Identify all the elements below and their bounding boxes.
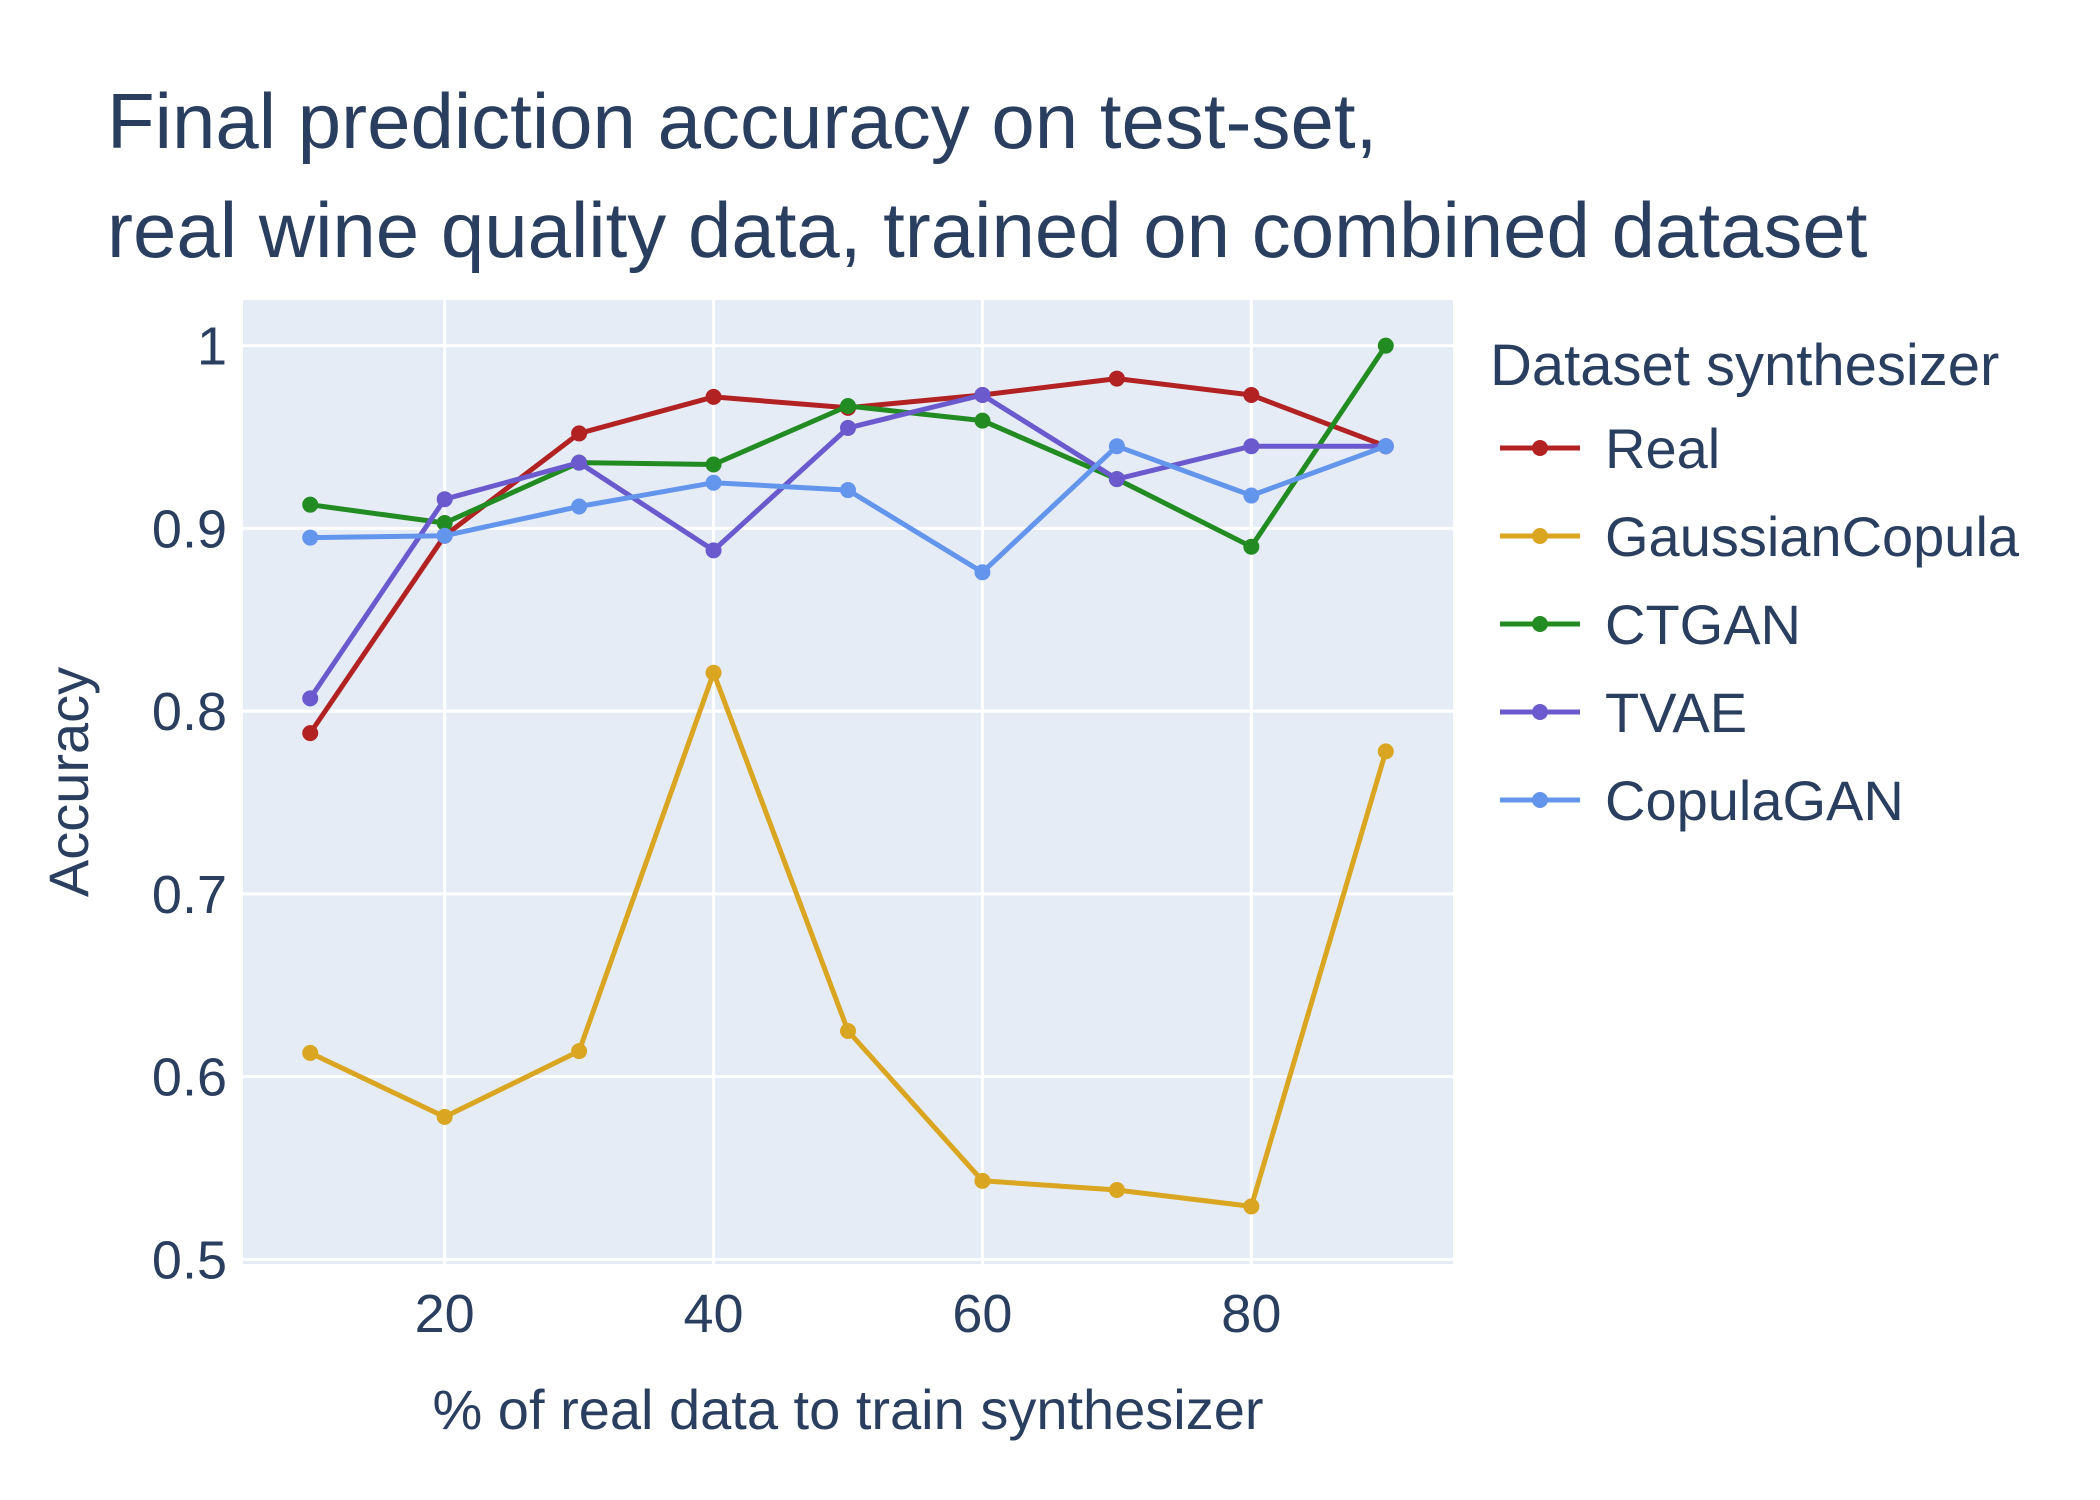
data-point-real: [302, 725, 319, 742]
data-point-ctgan: [436, 514, 453, 531]
legend-label-gaussiancopula: GaussianCopula: [1605, 505, 2020, 568]
data-point-copulagan: [436, 527, 453, 544]
y-tick-label: 0.6: [152, 1048, 227, 1108]
legend-item-gaussiancopula[interactable]: GaussianCopula: [1500, 505, 2020, 568]
legend-item-real[interactable]: Real: [1500, 417, 1720, 480]
legend[interactable]: Real GaussianCopula CTGAN TVAE CopulaGAN: [1500, 417, 2020, 832]
legend-marker-real: [1532, 440, 1548, 456]
data-point-ctgan: [974, 412, 991, 429]
data-point-copulagan: [571, 498, 588, 515]
legend-marker-gaussiancopula: [1532, 528, 1548, 544]
y-tick-label: 1: [197, 317, 227, 377]
data-point-tvae: [1108, 471, 1125, 488]
data-point-ctgan: [840, 397, 856, 414]
data-point-copulagan: [705, 474, 722, 491]
x-tick-label: 80: [1221, 1284, 1281, 1344]
series-copulagan: [302, 438, 1394, 581]
data-point-gaussiancopula: [840, 1022, 856, 1039]
data-point-tvae: [705, 542, 722, 559]
data-point-tvae: [1243, 438, 1260, 455]
data-point-ctgan: [1243, 538, 1260, 555]
y-axis-title: Accuracy: [37, 667, 100, 897]
legend-label-copulagan: CopulaGAN: [1605, 769, 1904, 832]
data-point-gaussiancopula: [1243, 1198, 1260, 1215]
axis-ticks: 20 40 60 80 0.5 0.6 0.7 0.8 0.9 1: [152, 317, 1281, 1344]
data-point-tvae: [302, 690, 319, 707]
legend-item-tvae[interactable]: TVAE: [1500, 681, 1747, 744]
data-point-copulagan: [974, 564, 991, 581]
data-point-tvae: [840, 419, 856, 436]
x-axis-title: % of real data to train synthesizer: [432, 1378, 1263, 1441]
legend-label-real: Real: [1605, 417, 1720, 480]
legend-label-ctgan: CTGAN: [1605, 593, 1801, 656]
data-point-ctgan: [1377, 337, 1394, 354]
data-point-copulagan: [1108, 438, 1125, 455]
data-point-copulagan: [302, 529, 319, 546]
y-tick-label: 0.8: [152, 682, 227, 742]
data-point-ctgan: [302, 496, 319, 513]
data-point-gaussiancopula: [1108, 1181, 1125, 1198]
y-tick-label: 0.9: [152, 499, 227, 559]
data-point-tvae: [436, 491, 453, 508]
data-point-gaussiancopula: [302, 1044, 319, 1061]
legend-marker-ctgan: [1532, 616, 1548, 632]
legend-item-copulagan[interactable]: CopulaGAN: [1500, 769, 1904, 832]
data-point-gaussiancopula: [974, 1172, 991, 1189]
data-series: [302, 337, 1394, 1215]
x-tick-label: 20: [415, 1284, 475, 1344]
data-point-real: [571, 425, 588, 442]
data-point-ctgan: [705, 456, 722, 473]
x-tick-label: 40: [684, 1284, 744, 1344]
data-point-tvae: [974, 387, 991, 404]
chart-title-line-2: real wine quality data, trained on combi…: [107, 186, 1868, 274]
data-point-real: [705, 388, 722, 405]
data-point-gaussiancopula: [1377, 743, 1394, 760]
data-point-gaussiancopula: [571, 1043, 588, 1060]
legend-marker-tvae: [1532, 704, 1548, 720]
data-point-real: [1243, 387, 1260, 404]
y-tick-label: 0.5: [152, 1230, 227, 1290]
legend-item-ctgan[interactable]: CTGAN: [1500, 593, 1801, 656]
data-point-copulagan: [840, 482, 856, 499]
x-tick-label: 60: [952, 1284, 1012, 1344]
legend-marker-copulagan: [1532, 792, 1548, 808]
series-gaussiancopula: [302, 664, 1394, 1215]
legend-title: Dataset synthesizer: [1490, 333, 1999, 398]
y-tick-label: 0.7: [152, 865, 227, 925]
data-point-real: [1108, 370, 1125, 387]
data-point-tvae: [571, 454, 588, 471]
data-point-gaussiancopula: [705, 664, 722, 681]
legend-label-tvae: TVAE: [1605, 681, 1747, 744]
data-point-copulagan: [1243, 487, 1260, 504]
chart-title-line-1: Final prediction accuracy on test-set,: [107, 77, 1377, 165]
data-point-gaussiancopula: [436, 1108, 453, 1125]
data-point-copulagan: [1377, 438, 1394, 455]
